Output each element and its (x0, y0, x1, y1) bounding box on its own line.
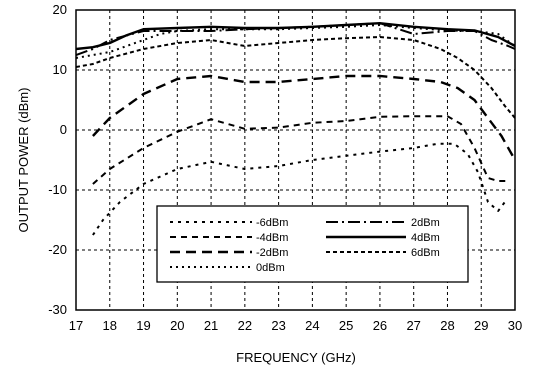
x-tick-label: 17 (69, 318, 83, 333)
legend-label: -2dBm (256, 247, 288, 259)
y-tick-label: 0 (60, 122, 67, 137)
x-tick-label: 28 (440, 318, 454, 333)
x-tick-label: 19 (136, 318, 150, 333)
x-tick-label: 30 (508, 318, 522, 333)
x-tick-label: 22 (238, 318, 252, 333)
x-tick-label: 27 (406, 318, 420, 333)
legend-label: 2dBm (411, 217, 440, 229)
x-tick-label: 20 (170, 318, 184, 333)
x-tick-label: 18 (103, 318, 117, 333)
x-tick-label: 21 (204, 318, 218, 333)
legend-label: -4dBm (256, 232, 288, 244)
x-tick-label: 25 (339, 318, 353, 333)
x-tick-label: 29 (474, 318, 488, 333)
y-tick-label: 20 (53, 2, 67, 17)
legend-label: 0dBm (256, 262, 285, 274)
x-tick-label: 26 (373, 318, 387, 333)
x-tick-label: 23 (271, 318, 285, 333)
y-tick-label: -20 (48, 242, 67, 257)
y-tick-label: -10 (48, 182, 67, 197)
legend-label: 6dBm (411, 247, 440, 259)
y-tick-label: -30 (48, 302, 67, 317)
x-axis-label: FREQUENCY (GHz) (236, 350, 356, 365)
x-tick-label: 24 (305, 318, 319, 333)
y-tick-label: 10 (53, 62, 67, 77)
y-axis-label: OUTPUT POWER (dBm) (16, 88, 31, 233)
y-tick-labels: 20 10 0 -10 -20 -30 (48, 2, 67, 317)
x-tick-labels: 17 18 19 20 21 22 23 24 25 26 27 28 29 30 (69, 318, 522, 333)
legend-label: 4dBm (411, 232, 440, 244)
legend: -6dBm -4dBm -2dBm 0dBm 2dBm 4dBm 6dBm (157, 206, 468, 282)
legend-label: -6dBm (256, 217, 288, 229)
